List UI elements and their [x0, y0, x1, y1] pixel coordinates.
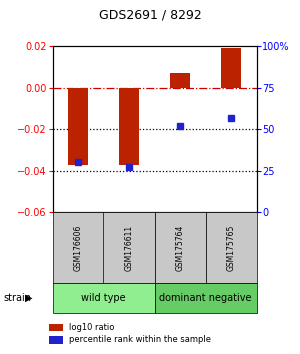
Text: wild type: wild type: [81, 293, 126, 303]
Bar: [170, 73, 190, 88]
Text: GSM175764: GSM175764: [176, 224, 184, 271]
Bar: [221, 48, 241, 88]
Text: ▶: ▶: [25, 293, 32, 303]
Text: strain: strain: [3, 293, 31, 303]
Bar: [119, 88, 139, 165]
Bar: [68, 88, 88, 165]
Text: GSM176611: GSM176611: [124, 225, 134, 271]
Text: GSM175765: GSM175765: [226, 224, 236, 271]
Text: log10 ratio: log10 ratio: [69, 323, 114, 332]
Text: GSM176606: GSM176606: [74, 224, 82, 271]
Text: percentile rank within the sample: percentile rank within the sample: [69, 335, 211, 344]
Text: GDS2691 / 8292: GDS2691 / 8292: [99, 9, 201, 22]
Text: dominant negative: dominant negative: [159, 293, 252, 303]
